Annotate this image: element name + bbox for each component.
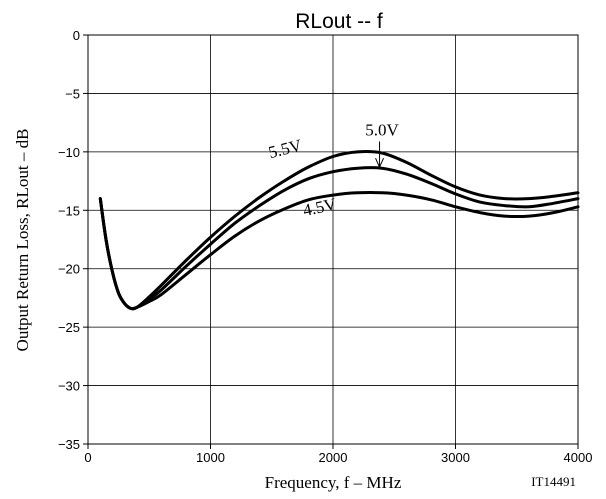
y-tick-label: 0: [73, 28, 80, 43]
y-tick-label: −10: [58, 145, 80, 160]
series-label-5-0v: 5.0V: [365, 120, 399, 139]
x-tick-label: 3000: [441, 450, 470, 465]
plot-area: 0 1000 2000 3000 4000 0 −5 −10 −15 −20 −25 −30 −35 5…: [58, 28, 593, 465]
axis-ticks: 0 1000 2000 3000 4000 0 −5 −10 −15 −20 −25 −30 −35: [58, 28, 593, 465]
series-label-5-5v: 5.5V: [267, 135, 305, 162]
figure-id: IT14491: [531, 474, 576, 489]
annotation-arrow-head: [375, 158, 385, 169]
y-tick-label: −25: [58, 320, 80, 335]
x-tick-label: 4000: [564, 450, 593, 465]
x-axis-label: Frequency, f – MHz: [265, 473, 402, 492]
y-tick-label: −30: [58, 379, 80, 394]
x-tick-label: 1000: [196, 450, 225, 465]
y-tick-label: −15: [58, 203, 80, 218]
series-line-4-5v: [98, 191, 580, 311]
x-tick-label: 2000: [319, 450, 348, 465]
y-axis-label: Output Return Loss, RLout – dB: [13, 129, 32, 352]
chart-title: RLout -- f: [295, 10, 383, 33]
grid: [88, 35, 578, 444]
y-tick-label: −5: [65, 86, 80, 101]
x-tick-label: 0: [84, 450, 91, 465]
series-lines: [98, 150, 580, 311]
y-tick-label: −20: [58, 262, 80, 277]
y-tick-label: −35: [58, 437, 80, 452]
